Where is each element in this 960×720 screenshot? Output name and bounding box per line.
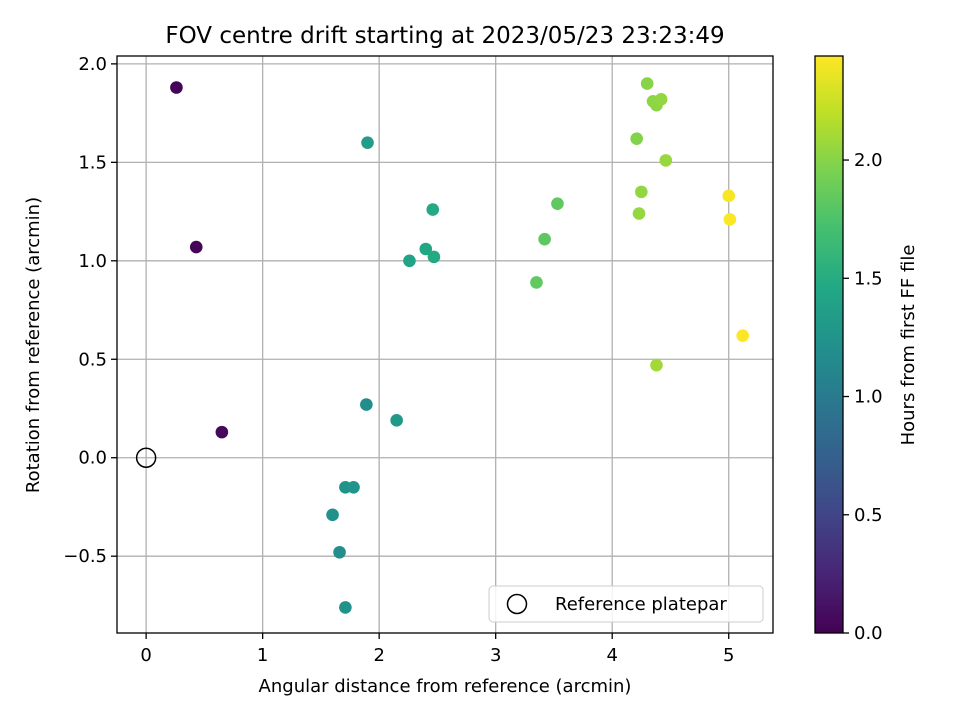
legend-box [488,585,764,623]
y-tick-label: 0.5 [78,349,107,370]
data-point [659,154,673,167]
data-point [723,213,737,226]
y-axis-label: Rotation from reference (arcmin) [23,197,44,493]
y-tick-label: 1.0 [78,251,107,272]
reference-marker-layer [135,447,157,468]
x-tick-label: 4 [606,645,617,666]
data-point [640,77,654,90]
legend-reference-marker [506,593,528,615]
data-point [530,276,543,289]
y-tick-label: −0.5 [63,546,107,567]
data-point [736,329,750,342]
y-tick-label: 2.0 [78,54,107,75]
y-tick-label: 0.0 [78,448,107,469]
data-point [333,545,346,559]
colorbar-frame [814,55,844,634]
data-point [339,601,352,614]
grid-lines [117,56,773,633]
data-point [538,232,551,246]
colorbar-tick-label: 1.0 [854,387,883,408]
colorbar-tick-label: 0.0 [854,623,883,644]
colorbar-tick-label: 1.5 [854,268,883,289]
data-point [360,398,373,411]
data-point [635,185,648,199]
colorbar-tick-label: 0.5 [854,505,883,526]
colorbar-ticks: 0.0 0.5 1.0 1.5 2.0 [843,150,883,644]
y-axis-ticks: −0.5 0.0 0.5 1.0 1.5 2.0 [63,54,117,567]
colorbar: 0.0 0.5 1.0 1.5 2.0 Hours from first FF file [814,55,919,644]
data-point [650,358,663,372]
colorbar-gradient [815,56,843,633]
data-point [215,425,229,439]
x-tick-label: 0 [140,645,151,666]
colorbar-label: Hours from first FF file [898,245,919,446]
data-point [426,203,440,216]
data-point [632,207,646,220]
data-point [361,136,374,149]
chart-title: FOV centre drift starting at 2023/05/23 … [165,23,724,49]
data-point [390,414,403,427]
data-point [347,480,360,494]
y-tick-label: 1.5 [78,152,107,173]
x-tick-label: 3 [490,645,501,666]
data-point [403,254,416,268]
data-point [654,93,668,106]
legend: Reference platepar [488,585,764,623]
plot-area-frame [116,55,774,634]
data-points [170,77,750,614]
x-tick-label: 2 [373,645,384,666]
data-point [551,197,564,210]
data-point [722,189,736,203]
data-point [427,250,441,264]
x-tick-label: 5 [723,645,734,666]
x-axis-label: Angular distance from reference (arcmin) [259,676,632,697]
x-tick-label: 1 [257,645,268,666]
data-point [170,81,183,94]
data-point [630,132,643,146]
legend-label-reference: Reference platepar [555,594,727,615]
data-point [419,242,433,256]
data-point [189,240,203,254]
data-point [326,508,339,522]
x-axis-ticks: 0 1 2 3 4 5 [140,633,734,666]
colorbar-tick-label: 2.0 [854,150,883,171]
reference-platepar-marker [135,447,157,468]
